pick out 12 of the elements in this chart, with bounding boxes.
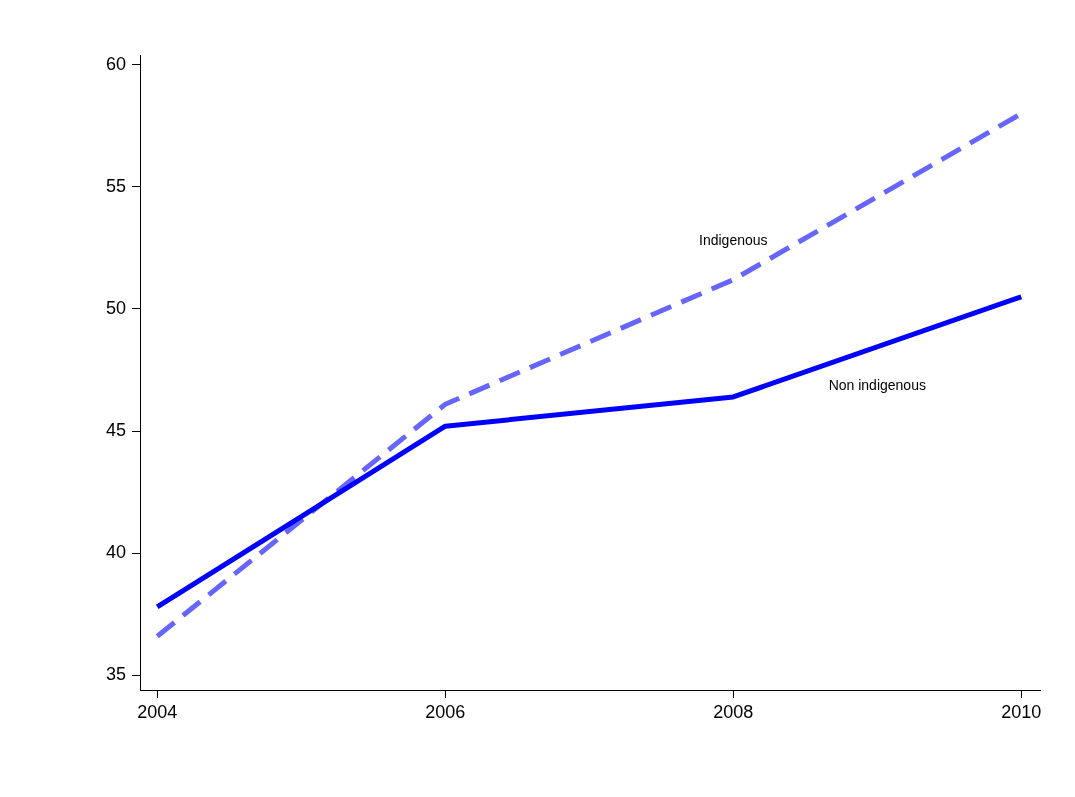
- y-tick-label: 45: [105, 420, 126, 441]
- series-label: Non indigenous: [828, 376, 926, 393]
- x-tick-label: 2006: [425, 701, 466, 722]
- series-label: Indigenous: [699, 231, 768, 248]
- y-tick-label: 55: [105, 175, 126, 196]
- y-tick-label: 60: [105, 53, 126, 74]
- y-tick-label: 50: [105, 297, 126, 318]
- x-tick-label: 2008: [713, 701, 754, 722]
- y-tick-label: 35: [105, 664, 126, 685]
- y-tick-label: 40: [105, 542, 126, 563]
- x-tick-label: 2010: [1001, 701, 1042, 722]
- x-tick-label: 2004: [137, 701, 178, 722]
